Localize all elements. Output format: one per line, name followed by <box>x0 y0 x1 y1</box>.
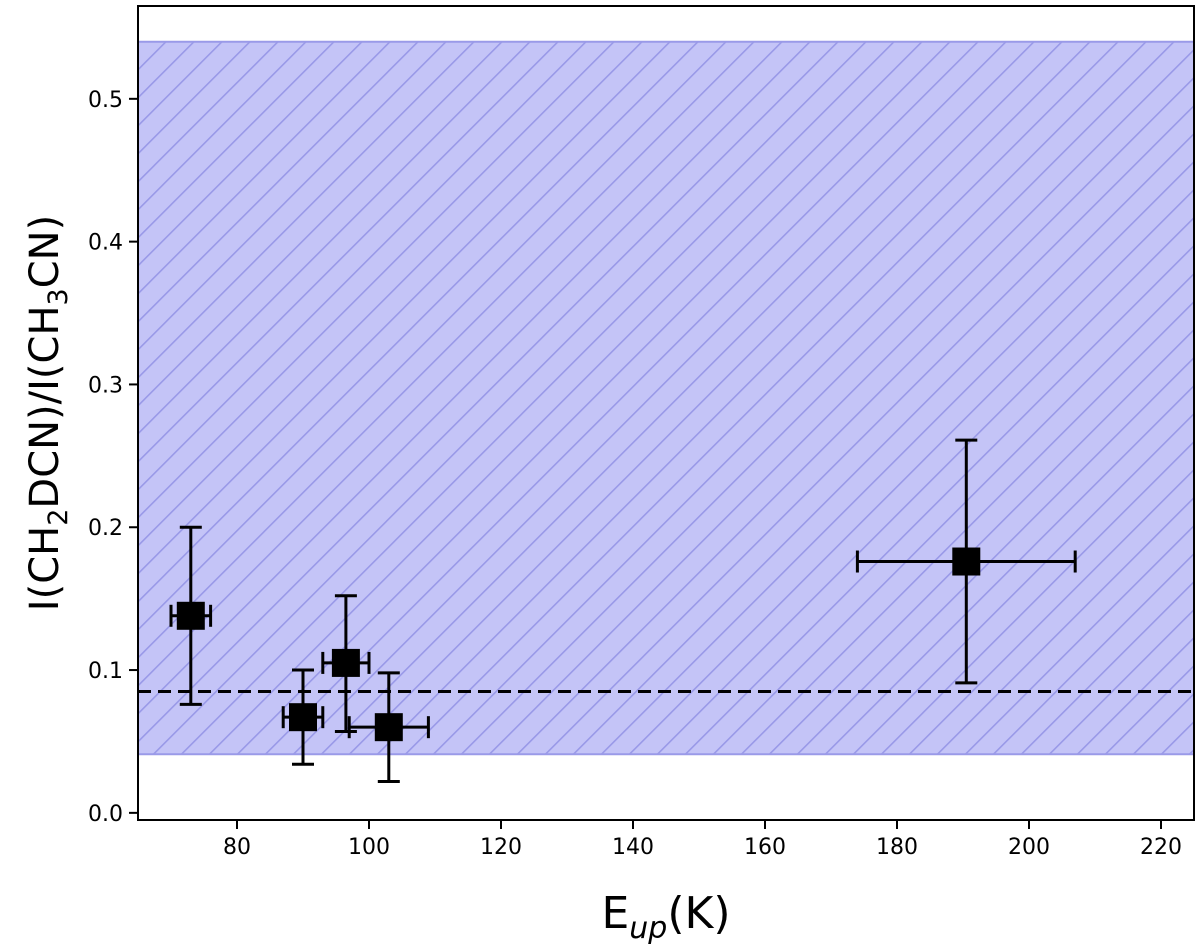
x-tick-label: 140 <box>612 835 654 860</box>
x-tick-label: 180 <box>876 835 918 860</box>
y-tick-label: 0.0 <box>88 802 123 827</box>
hatch-line <box>936 496 1194 755</box>
hatch-line <box>138 41 447 351</box>
hatch-line <box>208 41 923 755</box>
hatch-line <box>852 412 1194 755</box>
hatch-line <box>1020 580 1194 755</box>
hatch-line <box>460 41 1175 755</box>
hatch-line <box>138 41 839 743</box>
hatch-line <box>138 41 335 239</box>
y-axis: 0.0 0.1 0.2 0.3 0.4 0.5 <box>88 88 138 827</box>
hatch-line <box>964 524 1194 755</box>
square-marker <box>952 547 981 576</box>
hatch-line <box>488 48 1194 755</box>
hatch-line <box>138 41 531 435</box>
data-point <box>321 594 371 733</box>
x-tick-label: 220 <box>1140 835 1182 860</box>
y-tick-label: 0.5 <box>88 88 123 113</box>
hatch-line <box>292 41 1007 755</box>
hatch-line <box>628 188 1194 755</box>
square-marker <box>176 601 205 630</box>
hatch-line <box>656 216 1194 755</box>
hatch-line <box>432 41 1147 755</box>
hatch-line <box>138 41 391 295</box>
data-point <box>281 668 325 766</box>
hatch-line <box>180 41 895 755</box>
hatch-line <box>992 552 1194 755</box>
hatch-line <box>824 384 1194 755</box>
hatch-line <box>138 41 363 267</box>
hatch-line <box>740 300 1194 755</box>
hatch-line <box>138 41 783 687</box>
x-tick-label: 80 <box>223 835 251 860</box>
hatch-line <box>572 132 1194 755</box>
hatch-line <box>138 41 419 323</box>
hatch-line <box>138 41 811 715</box>
hatch-line <box>712 272 1194 755</box>
hatch-line <box>138 41 503 407</box>
hatch-line <box>138 41 587 491</box>
hatch-line <box>138 41 671 575</box>
y-tick-label: 0.2 <box>88 516 123 541</box>
y-tick-label: 0.1 <box>88 659 123 684</box>
x-axis: 80 100 120 140 160 180 200 220 <box>223 820 1182 860</box>
plot-frame <box>137 5 1195 821</box>
hatch-line <box>138 41 475 379</box>
hatch-line <box>320 41 1035 755</box>
data-point <box>347 671 430 783</box>
hatch-line <box>600 160 1194 755</box>
hatch-line <box>516 76 1194 755</box>
data-point <box>169 525 213 706</box>
plot-area <box>137 5 1195 821</box>
hatch-line <box>376 41 1091 755</box>
x-tick-label: 120 <box>480 835 522 860</box>
hatch-line <box>348 41 1063 755</box>
square-marker <box>331 648 360 677</box>
hatch-line <box>138 41 307 211</box>
square-marker <box>374 713 403 742</box>
band-hatch <box>138 41 1194 755</box>
hatch-line <box>138 41 755 659</box>
y-tick-label: 0.3 <box>88 373 123 398</box>
hatch-line <box>236 41 951 755</box>
hatch-line <box>264 41 979 755</box>
band-fill <box>138 41 1194 755</box>
hatch-line <box>138 41 727 631</box>
hatch-line <box>138 41 559 463</box>
hatch-line <box>1048 608 1194 755</box>
hatch-line <box>138 41 615 519</box>
y-tick-label: 0.4 <box>88 231 123 256</box>
hatch-line <box>138 41 643 547</box>
hatch-line <box>138 41 699 603</box>
data-points <box>169 438 1077 783</box>
x-tick-label: 160 <box>744 835 786 860</box>
hatch-line <box>684 244 1194 755</box>
hatch-line <box>908 468 1194 755</box>
hatch-line <box>152 41 867 755</box>
hatch-line <box>544 104 1194 755</box>
hatch-line <box>880 440 1194 755</box>
x-axis-title: Eup(K) <box>601 888 730 946</box>
y-axis-title: I(CH2DCN)/I(CH3CN) <box>22 215 74 611</box>
data-point <box>855 438 1077 685</box>
x-tick-label: 100 <box>348 835 390 860</box>
hatch-line <box>796 356 1194 755</box>
hatch-line <box>404 41 1119 755</box>
hatch-line <box>768 328 1194 755</box>
square-marker <box>289 703 317 732</box>
x-tick-label: 200 <box>1008 835 1050 860</box>
hatch-line <box>138 41 279 183</box>
